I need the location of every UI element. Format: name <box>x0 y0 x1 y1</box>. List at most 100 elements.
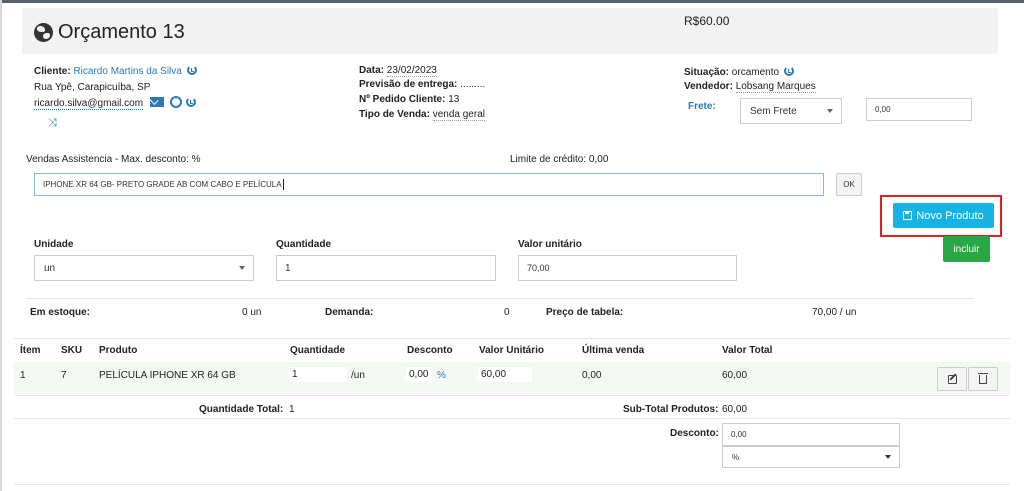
unit-label: Unidade <box>34 239 74 250</box>
demand-value: 0 <box>504 307 510 318</box>
discount-type-select[interactable]: % <box>722 446 900 468</box>
row-discount-input[interactable]: 0,00 <box>406 367 432 382</box>
client-address: Rua Ypê, Carapicuíba, SP <box>34 82 151 93</box>
client-name-link[interactable]: Ricardo Martins da Silva <box>73 66 182 77</box>
row-unit-price-input[interactable]: 60,00 <box>478 367 532 382</box>
divider <box>14 484 1010 485</box>
date-label: Data: <box>359 65 385 76</box>
client-line: Cliente: Ricardo Martins da Silva <box>34 65 197 78</box>
in-stock-label: Em estoque: <box>30 307 91 318</box>
unit-price-value: 70,00 <box>527 263 550 273</box>
unit-select-value: un <box>44 262 56 274</box>
row-item: 1 <box>20 370 26 381</box>
row-last-sale: 0,00 <box>582 370 602 381</box>
sale-type-value[interactable]: venda geral <box>432 109 485 121</box>
date-value[interactable]: 23/02/2023 <box>386 65 437 77</box>
save-icon <box>903 211 913 220</box>
discount-type-value: % <box>732 452 740 462</box>
qty-input[interactable]: 1 <box>276 255 496 281</box>
delete-button[interactable] <box>968 367 998 391</box>
row-qty-input[interactable]: 1 <box>289 367 347 382</box>
include-button[interactable]: incluir <box>943 236 990 262</box>
freight-label: Frete: <box>688 101 716 112</box>
chevron-down-icon <box>885 455 891 459</box>
qty-total-value: 1 <box>289 404 295 415</box>
discount-note: Vendas Assistencia - Max. desconto: % <box>26 154 201 165</box>
unit-price-input[interactable]: 70,00 <box>518 255 737 281</box>
row-discount-unit[interactable]: % <box>437 370 446 381</box>
col-header-quantity: Quantidade <box>290 345 346 356</box>
row-product: PELÍCULA IPHONE XR 64 GB <box>99 370 236 381</box>
freight-value-input[interactable]: 0,00 <box>866 98 972 121</box>
seller-label: Vendedor: <box>684 81 733 92</box>
edit-button[interactable] <box>937 367 967 391</box>
situation-label: Situação: <box>684 67 730 78</box>
client-email[interactable]: ricardo.silva@gmail.com <box>34 98 144 110</box>
col-header-last-sale: Última venda <box>582 345 645 356</box>
order-total: R$60.00 <box>684 14 730 28</box>
left-edge <box>0 0 2 491</box>
highlight-box <box>880 195 1002 237</box>
row-qty-value: 1 <box>292 369 298 380</box>
situation-line: Situação: orcamento <box>684 66 794 79</box>
product-search-input[interactable]: IPHONE XR 64 GB- PRETO GRADE AB COM CABO… <box>34 173 824 196</box>
discount-total-value: 0,00 <box>731 430 747 439</box>
chevron-down-icon <box>239 266 245 270</box>
client-order-value[interactable]: 13 <box>448 94 460 105</box>
forecast-line: Previsão de entrega: ......... <box>359 78 485 91</box>
credit-limit: Limite de crédito: 0,00 <box>510 154 609 165</box>
freight-value: 0,00 <box>875 105 891 114</box>
client-order-label: Nº Pedido Cliente: <box>359 94 446 105</box>
demand-label: Demanda: <box>325 307 374 318</box>
client-label: Cliente: <box>34 66 71 77</box>
freight-select-value: Sem Frete <box>750 105 797 117</box>
subtotal-label: Sub-Total Produtos: <box>623 404 719 415</box>
seller-value[interactable]: Lobsang Marques <box>735 81 816 93</box>
row-unit-price-value: 60,00 <box>481 369 507 380</box>
table-price-label: Preço de tabela: <box>546 307 624 318</box>
col-header-item: Ítem <box>20 345 41 356</box>
new-product-button[interactable]: Novo Produto <box>893 203 994 228</box>
situation-value: orcamento <box>731 67 780 78</box>
shuffle-icon[interactable]: ⤨ <box>48 117 57 129</box>
col-header-sku: SKU <box>61 345 83 356</box>
page-title: Orçamento 13 <box>34 21 185 44</box>
col-header-unit-price: Valor Unitário <box>479 345 545 356</box>
ok-button[interactable]: OK <box>836 173 862 196</box>
seller-line: Vendedor: Lobsang Marques <box>684 80 816 93</box>
qty-label: Quantidade <box>276 239 332 250</box>
table-price-value: 70,00 / un <box>812 307 857 318</box>
row-total: 60,00 <box>722 370 748 381</box>
whatsapp-icon[interactable] <box>169 96 182 108</box>
sale-type-label: Tipo de Venda: <box>359 109 430 120</box>
forecast-value[interactable]: ......... <box>460 79 486 90</box>
divider <box>26 298 974 299</box>
page-title-text: Orçamento 13 <box>58 21 185 43</box>
history-icon[interactable] <box>186 65 197 75</box>
divider <box>14 395 1010 396</box>
text-cursor <box>282 179 284 190</box>
divider <box>14 338 1010 339</box>
qty-value: 1 <box>285 262 291 274</box>
chevron-down-icon <box>827 109 833 113</box>
in-stock-value: 0 un <box>242 307 262 318</box>
subtotal-value: 60,00 <box>722 404 748 415</box>
col-header-total: Valor Total <box>722 345 773 356</box>
client-contact: ricardo.silva@gmail.com <box>34 96 197 110</box>
top-bar <box>0 0 1024 3</box>
forecast-label: Previsão de entrega: <box>359 79 458 90</box>
client-order-line: Nº Pedido Cliente: 13 <box>359 93 459 106</box>
freight-select[interactable]: Sem Frete <box>740 98 842 124</box>
unit-select[interactable]: un <box>34 255 254 281</box>
history-icon[interactable] <box>186 97 197 107</box>
discount-total-input[interactable]: 0,00 <box>722 423 900 446</box>
order-date-line: Data: 23/02/2023 <box>359 64 437 77</box>
envelope-icon[interactable] <box>149 97 164 107</box>
col-header-discount: Desconto <box>407 345 453 356</box>
history-icon[interactable] <box>783 66 794 76</box>
header-panel <box>22 8 998 54</box>
col-header-product: Produto <box>99 345 138 356</box>
globe-icon <box>34 23 53 42</box>
sale-type-line: Tipo de Venda: venda geral <box>359 108 485 121</box>
new-product-label: Novo Produto <box>916 209 984 222</box>
